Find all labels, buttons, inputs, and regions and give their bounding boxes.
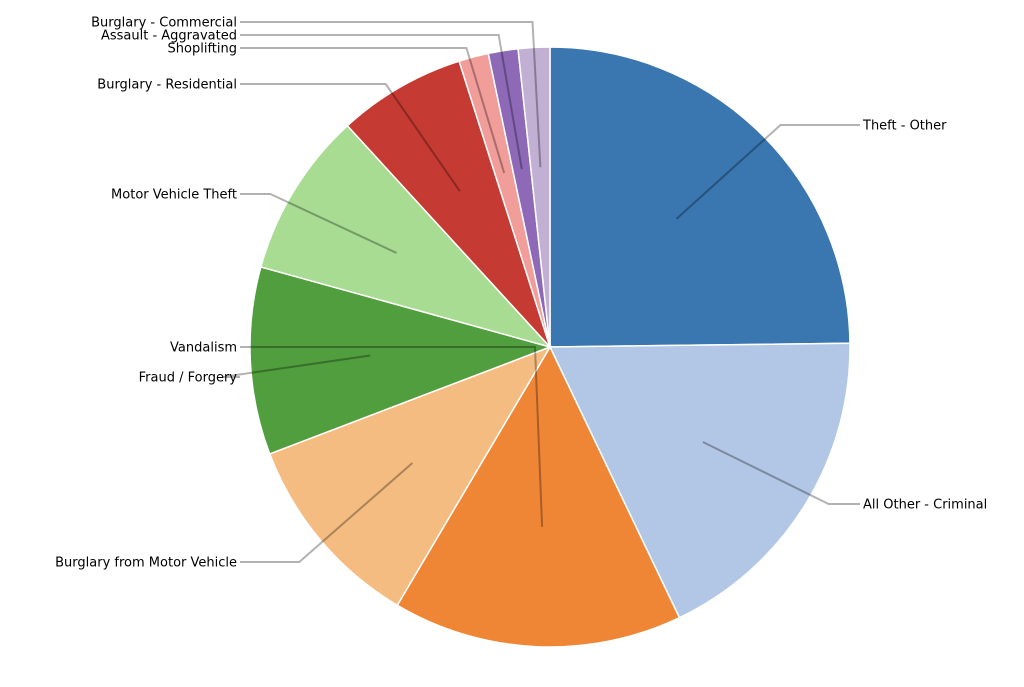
slice-label-burglary-from-motor-vehicle: Burglary from Motor Vehicle xyxy=(55,556,237,571)
slice-label-burglary-commercial: Burglary - Commercial xyxy=(91,16,237,31)
slice-label-motor-vehicle-theft: Motor Vehicle Theft xyxy=(111,188,237,203)
leader-lines xyxy=(222,21,860,563)
leader-line-motor-vehicle-theft xyxy=(240,193,397,254)
slice-label-fraud-forgery: Fraud / Forgery xyxy=(139,371,238,386)
pie-slice-fraud-forgery xyxy=(249,266,553,455)
leader-line-assault-aggravated xyxy=(240,34,523,170)
leader-line-burglary-from-motor-vehicle xyxy=(240,462,414,563)
pie-slice-all-other-criminal xyxy=(548,342,851,619)
leader-line-theft-other xyxy=(675,124,860,220)
slice-label-vandalism: Vandalism xyxy=(170,341,237,356)
slice-label-theft-other: Theft - Other xyxy=(862,119,947,134)
pie-slice-burglary-commercial xyxy=(517,46,551,348)
slice-label-assault-aggravated: Assault - Aggravated xyxy=(101,29,237,44)
slice-label-shoplifting: Shoplifting xyxy=(168,42,237,57)
pie-slice-theft-other xyxy=(549,46,851,348)
leader-line-burglary-commercial xyxy=(240,21,542,168)
slice-label-burglary-residential: Burglary - Residential xyxy=(97,78,237,93)
leader-line-burglary-residential xyxy=(240,83,461,192)
pie-slice-vandalism xyxy=(396,345,681,648)
pie-slices xyxy=(249,46,851,648)
pie-slice-burglary-from-motor-vehicle xyxy=(268,345,552,607)
slice-label-all-other-criminal: All Other - Criminal xyxy=(863,498,987,513)
leader-line-all-other-criminal xyxy=(702,441,860,505)
leader-line-shoplifting xyxy=(240,47,506,174)
pie-slice-burglary-residential xyxy=(346,60,551,348)
pie-slice-motor-vehicle-theft xyxy=(259,124,553,349)
slice-labels: Theft - Other All Other - Criminal Vandali… xyxy=(55,16,987,571)
leader-line-vandalism xyxy=(240,346,544,527)
leader-line-fraud-forgery xyxy=(222,354,371,378)
